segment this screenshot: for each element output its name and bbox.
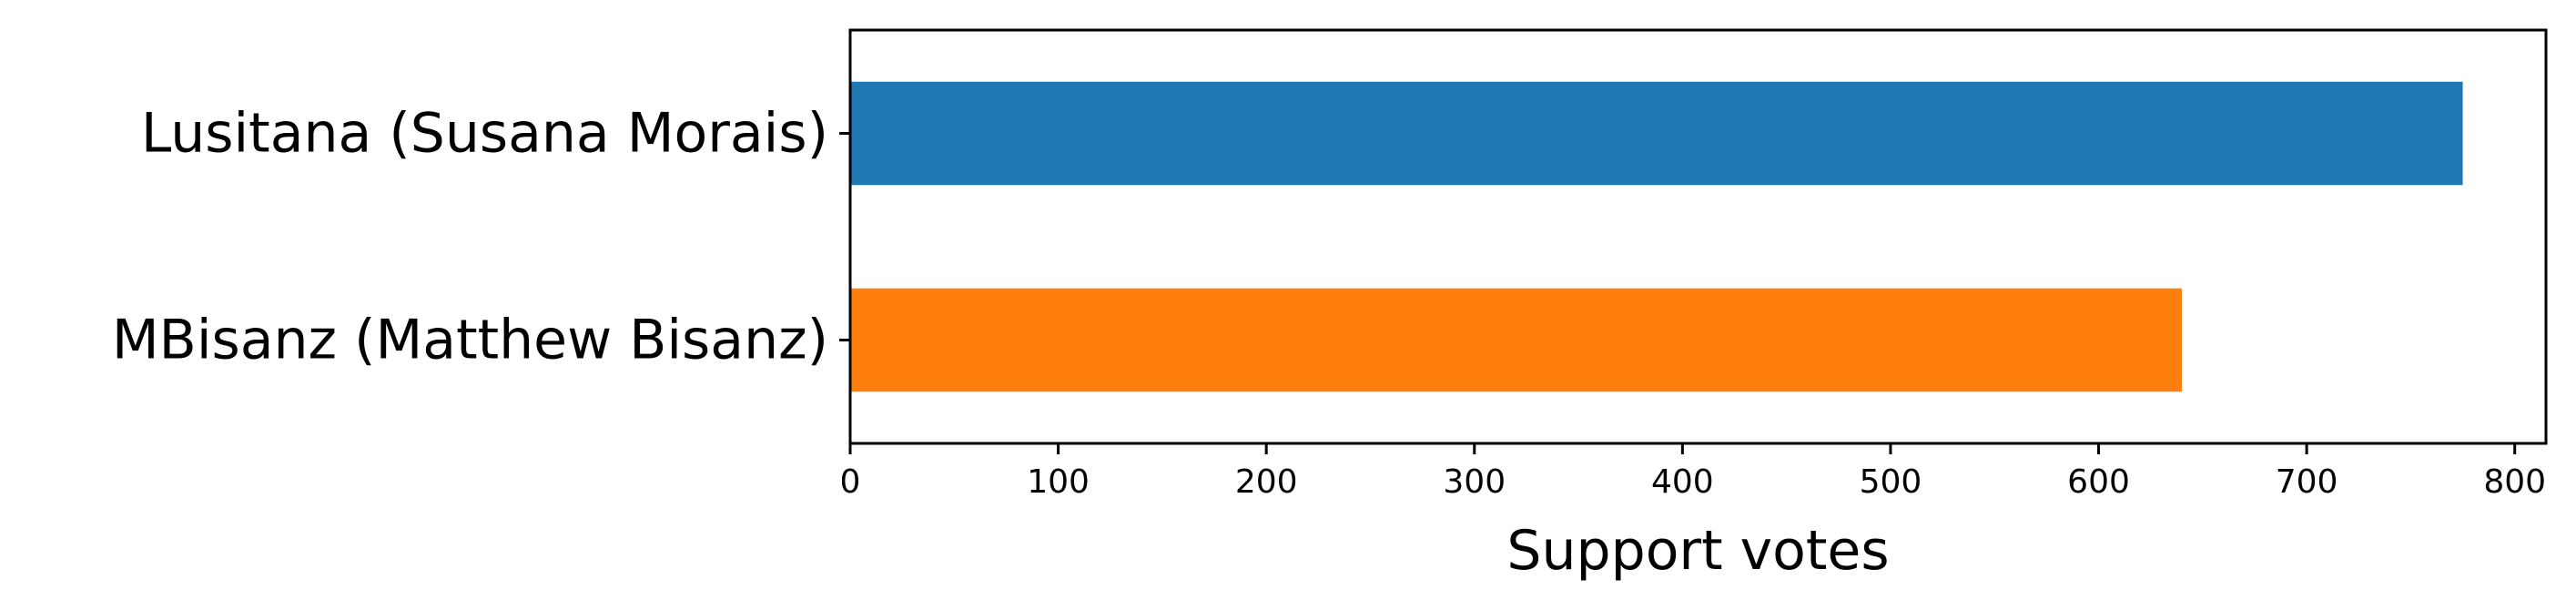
bars-group	[850, 81, 2463, 392]
x-tick-label: 0	[840, 463, 861, 501]
x-tick-label: 800	[2483, 463, 2546, 501]
x-tick-label: 600	[2067, 463, 2130, 501]
y-axis-ticks: Lusitana (Susana Morais) MBisanz (Matthew…	[112, 102, 850, 372]
x-tick-label: 400	[1651, 463, 1714, 501]
category-label: MBisanz (Matthew Bisanz)	[112, 309, 828, 372]
bar-0	[850, 81, 2463, 186]
x-tick-label: 100	[1027, 463, 1090, 501]
x-axis-title: Support votes	[1506, 519, 1889, 583]
bar-1	[850, 288, 2182, 392]
x-tick-label: 500	[1860, 463, 1922, 501]
x-tick-label: 700	[2276, 463, 2338, 501]
plot-frame	[848, 28, 2548, 445]
x-tick-label: 300	[1443, 463, 1506, 501]
x-axis-ticks: 0 100 200 300 400 500 600 700 800	[840, 443, 2546, 501]
category-label: Lusitana (Susana Morais)	[141, 102, 828, 166]
x-tick-label: 200	[1235, 463, 1298, 501]
